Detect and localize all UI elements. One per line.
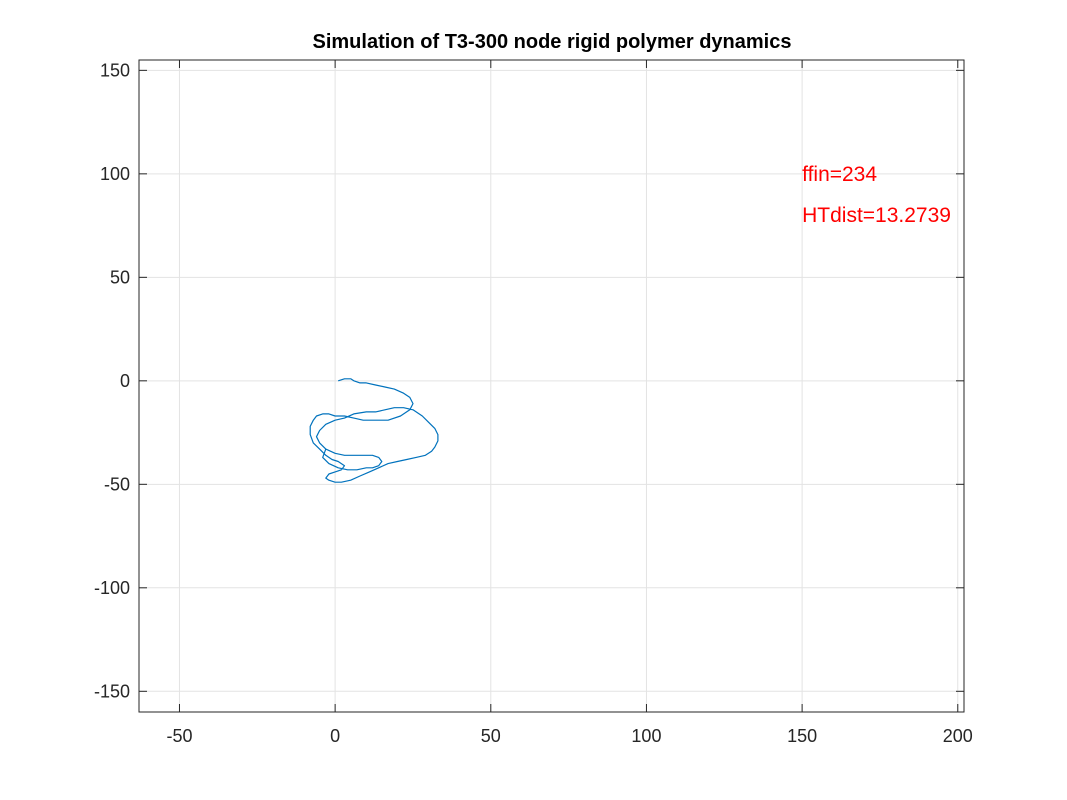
series-layer (309, 378, 439, 483)
annotations: ffin=234 HTdist=13.2739 (802, 163, 951, 227)
y-tick-label: 150 (100, 60, 130, 80)
y-tick-label: 100 (100, 164, 130, 184)
ticks (139, 60, 964, 712)
grid (139, 60, 964, 712)
x-tick-labels: -50 0 50 100 150 200 (166, 726, 972, 746)
y-tick-label: -100 (94, 578, 130, 598)
y-tick-label: 0 (120, 371, 130, 391)
y-tick-label: 50 (110, 267, 130, 287)
x-tick-label: 0 (330, 726, 340, 746)
annotation-text: ffin=234 (802, 163, 877, 186)
axes-box (138, 59, 965, 713)
y-tick-label: -50 (104, 474, 130, 494)
chart-title: Simulation of T3-300 node rigid polymer … (313, 31, 792, 53)
series-line (309, 378, 439, 483)
x-tick-label: 200 (943, 726, 973, 746)
y-tick-labels: -150 -100 -50 0 50 100 150 (94, 60, 130, 701)
x-tick-label: -50 (166, 726, 192, 746)
y-tick-label: -150 (94, 681, 130, 701)
x-tick-label: 50 (481, 726, 501, 746)
annotation-text: HTdist=13.2739 (802, 204, 951, 227)
x-tick-label: 100 (631, 726, 661, 746)
x-tick-label: 150 (787, 726, 817, 746)
